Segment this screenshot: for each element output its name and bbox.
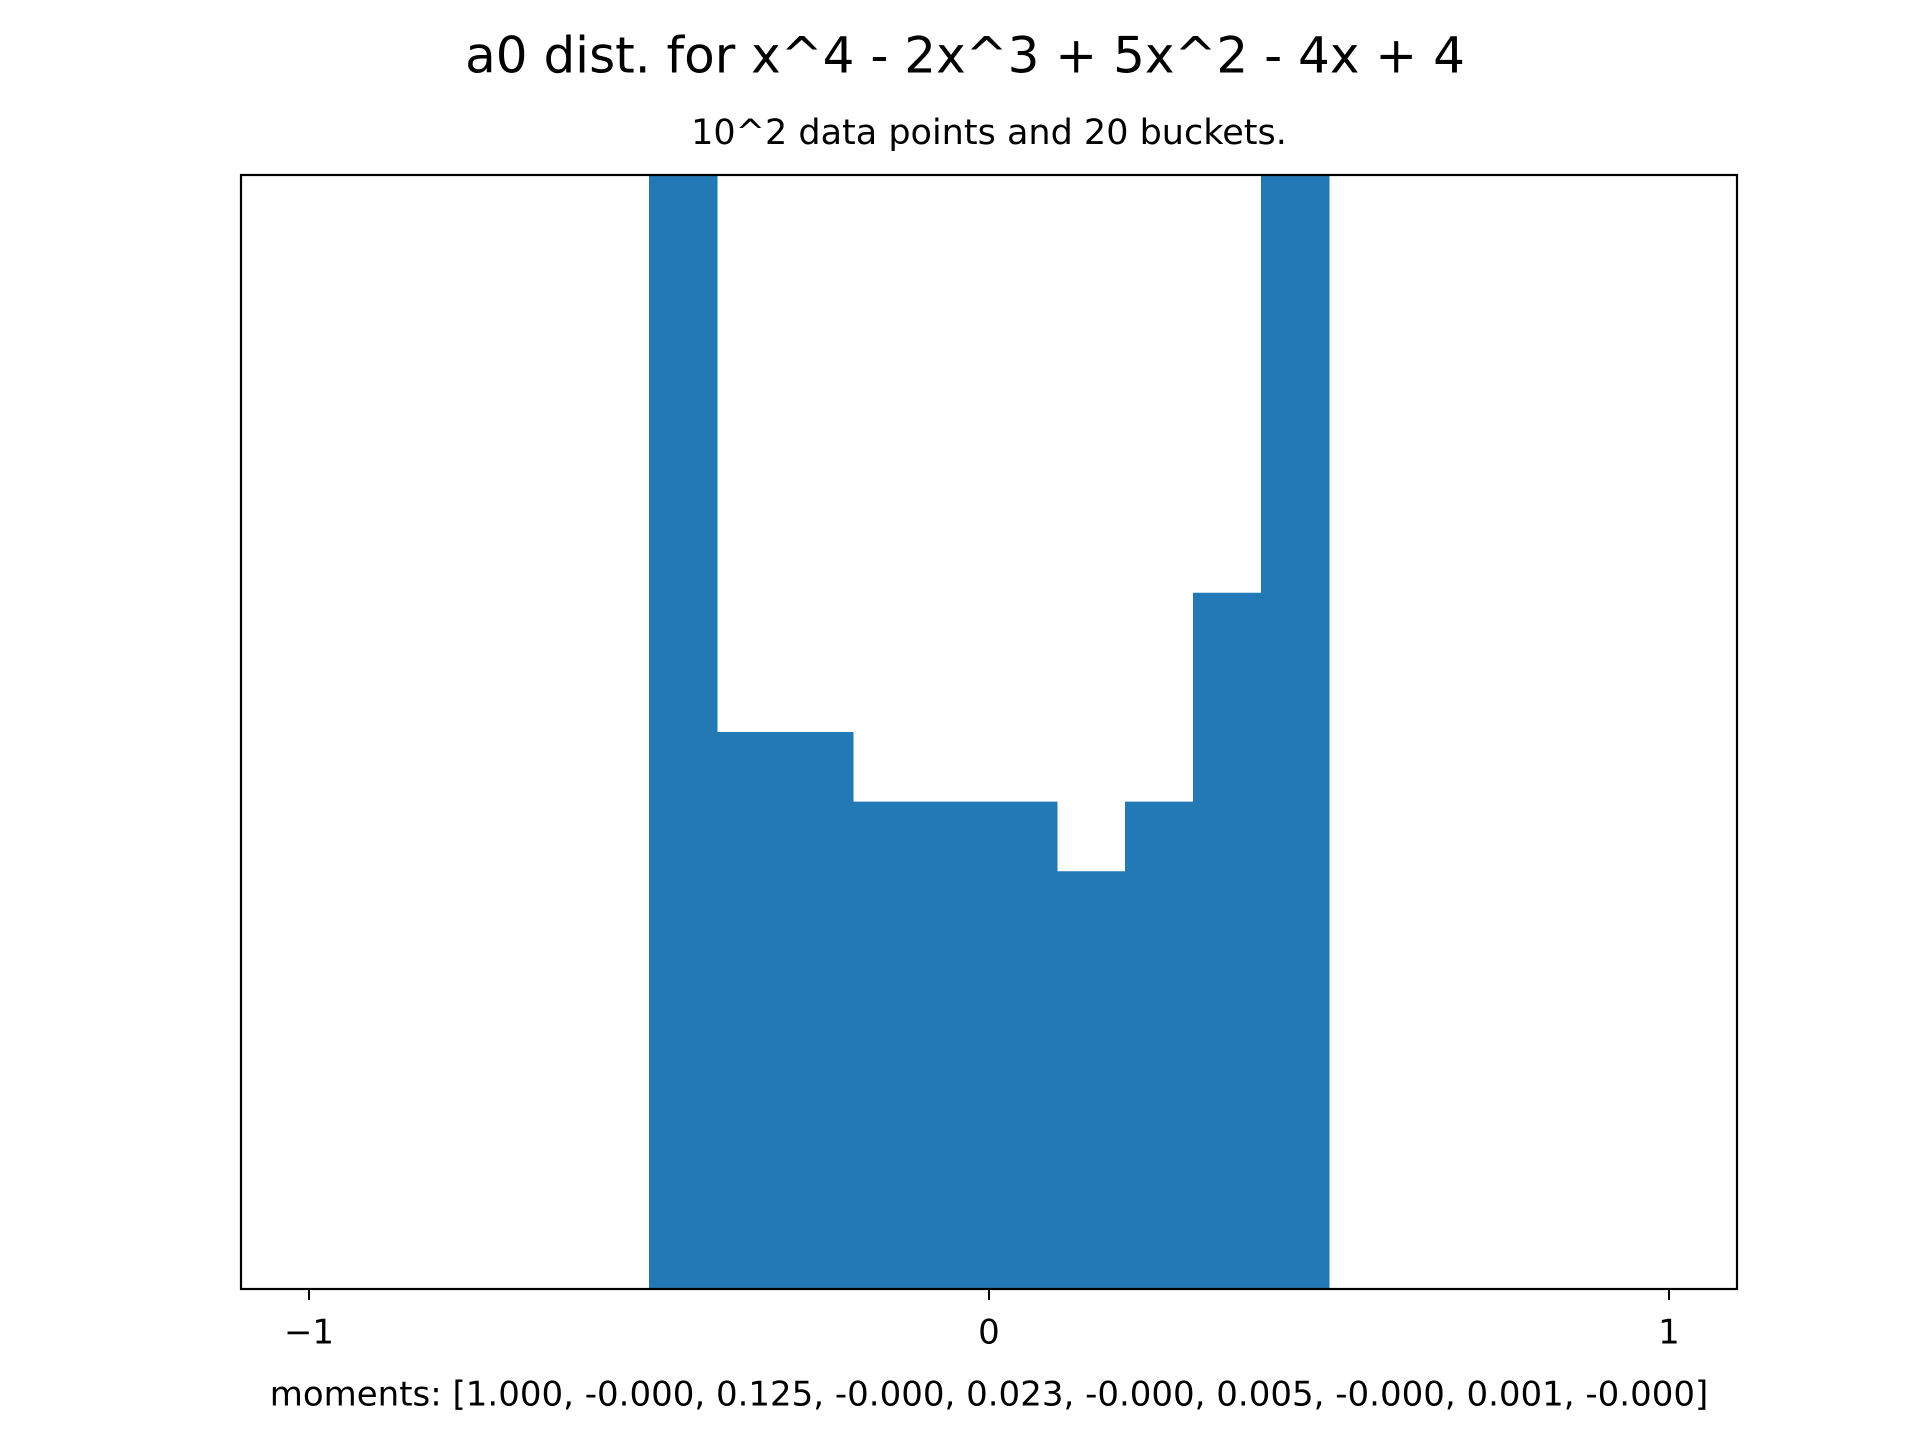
bar — [649, 175, 718, 1289]
bar — [1125, 801, 1194, 1289]
bar — [1193, 592, 1262, 1289]
bars — [649, 175, 1330, 1289]
x-tick-label: 0 — [978, 1313, 1000, 1353]
x-axis-label: moments: [1.000, -0.000, 0.125, -0.000, … — [270, 1375, 1709, 1415]
chart-title: a0 dist. for x^4 - 2x^3 + 5x^2 - 4x + 4 — [465, 27, 1465, 85]
chart-subtitle: 10^2 data points and 20 buckets. — [691, 113, 1287, 153]
bar — [785, 732, 854, 1289]
bar — [853, 801, 922, 1289]
bar — [717, 732, 786, 1289]
bar — [1261, 175, 1330, 1289]
bar — [989, 801, 1058, 1289]
x-tick-label: 1 — [1658, 1313, 1680, 1353]
bar — [1057, 871, 1126, 1289]
bar — [921, 801, 990, 1289]
x-tick-label: −1 — [284, 1313, 334, 1353]
